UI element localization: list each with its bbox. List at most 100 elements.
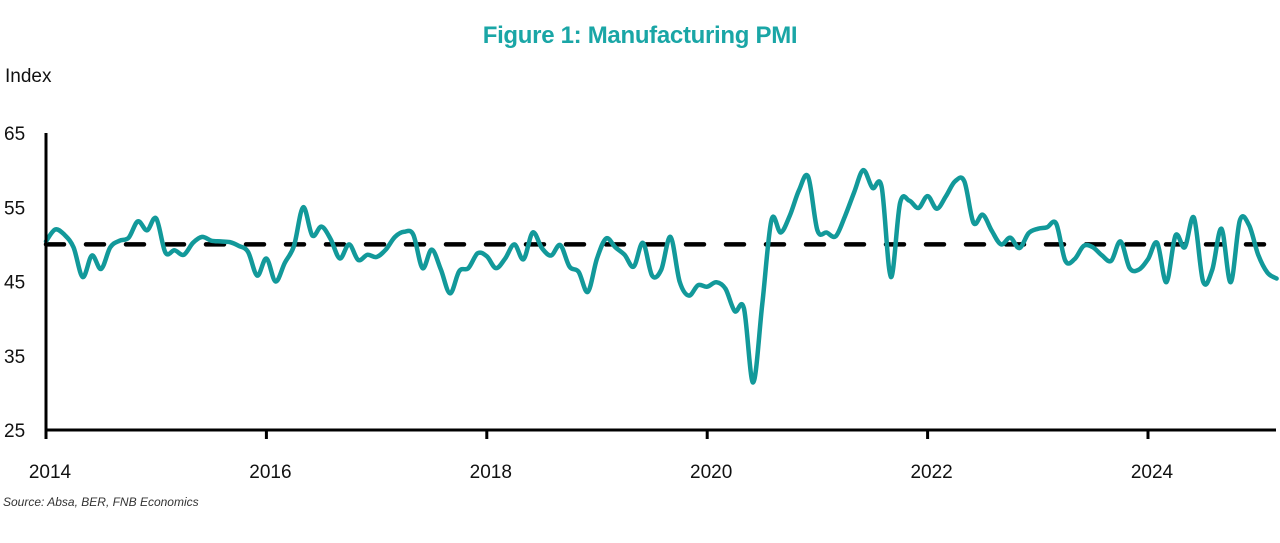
data-point (724, 287, 728, 291)
data-point (1183, 245, 1187, 249)
data-point (962, 179, 966, 183)
data-point (246, 250, 250, 254)
data-point (209, 239, 213, 243)
data-point (347, 242, 351, 246)
data-point (834, 234, 838, 238)
data-point (1265, 271, 1269, 275)
x-tick-label: 2022 (910, 462, 952, 483)
data-point (861, 168, 865, 172)
data-point (53, 228, 57, 232)
data-point (770, 218, 774, 222)
data-point (182, 253, 186, 257)
data-point (274, 280, 278, 284)
data-point (1210, 268, 1214, 272)
data-point (889, 275, 893, 279)
data-point (540, 246, 544, 250)
data-point (1164, 280, 1168, 284)
data-point (411, 233, 415, 237)
data-point (522, 257, 526, 261)
data-point (733, 309, 737, 313)
data-point (237, 244, 241, 248)
data-point (136, 219, 140, 223)
data-point (825, 231, 829, 235)
data-point (586, 290, 590, 294)
data-point (1128, 266, 1132, 270)
data-point (393, 235, 397, 239)
source-note: Source: Absa, BER, FNB Economics (3, 495, 199, 509)
data-point (356, 258, 360, 262)
data-point (568, 265, 572, 269)
data-point (1192, 216, 1196, 220)
data-point (871, 186, 875, 190)
y-tick-label: 45 (4, 273, 25, 294)
data-point (503, 257, 507, 261)
data-point (898, 201, 902, 205)
data-point (81, 275, 85, 279)
data-point (439, 268, 443, 272)
data-point (687, 294, 691, 298)
data-point (751, 381, 755, 385)
data-point (972, 221, 976, 225)
y-tick-label: 65 (4, 124, 25, 145)
data-point (650, 274, 654, 278)
x-tick-label: 2020 (690, 462, 732, 483)
data-point (365, 253, 369, 257)
data-point (843, 214, 847, 218)
data-point (1045, 225, 1049, 229)
data-point (1275, 277, 1279, 281)
data-point (310, 234, 314, 238)
data-point (1238, 219, 1242, 223)
data-point (678, 280, 682, 284)
data-point (145, 228, 149, 232)
data-point (255, 274, 259, 278)
data-point (99, 267, 103, 271)
data-point (90, 254, 94, 258)
data-point (1109, 259, 1113, 263)
data-point (264, 257, 268, 261)
data-point (1017, 246, 1021, 250)
data-point (742, 306, 746, 310)
data-point (466, 266, 470, 270)
data-point (200, 235, 204, 239)
data-point (632, 265, 636, 269)
data-point (430, 248, 434, 252)
data-point (705, 285, 709, 289)
data-point (421, 266, 425, 270)
data-point (338, 257, 342, 261)
y-tick-label: 35 (4, 347, 25, 368)
data-point (127, 236, 131, 240)
data-point (154, 216, 158, 220)
data-point (1137, 268, 1141, 272)
data-point (981, 213, 985, 217)
data-point (907, 199, 911, 203)
data-point (696, 283, 700, 287)
data-point (1146, 257, 1150, 261)
data-point (1155, 241, 1159, 245)
data-point (1008, 236, 1012, 240)
data-point (558, 243, 562, 247)
data-point (880, 185, 884, 189)
data-point (457, 269, 461, 273)
pmi-series-line (43, 167, 1279, 385)
data-point (1100, 254, 1104, 258)
data-point (1063, 259, 1067, 263)
data-point (62, 233, 66, 237)
data-point (760, 302, 764, 306)
data-point (448, 291, 452, 295)
data-point (108, 245, 112, 249)
y-tick-label: 25 (4, 421, 25, 442)
data-point (1174, 234, 1178, 238)
data-point (1247, 223, 1251, 227)
data-point (118, 239, 122, 243)
data-point (1201, 280, 1205, 284)
y-tick-label: 55 (4, 198, 25, 219)
data-point (1220, 227, 1224, 231)
data-point (815, 228, 819, 232)
x-tick-label: 2024 (1131, 462, 1174, 483)
x-tick-label: 2014 (29, 462, 72, 483)
data-point (494, 266, 498, 270)
data-point (916, 206, 920, 210)
data-point (999, 242, 1003, 246)
data-point (72, 245, 76, 249)
data-point (228, 240, 232, 244)
